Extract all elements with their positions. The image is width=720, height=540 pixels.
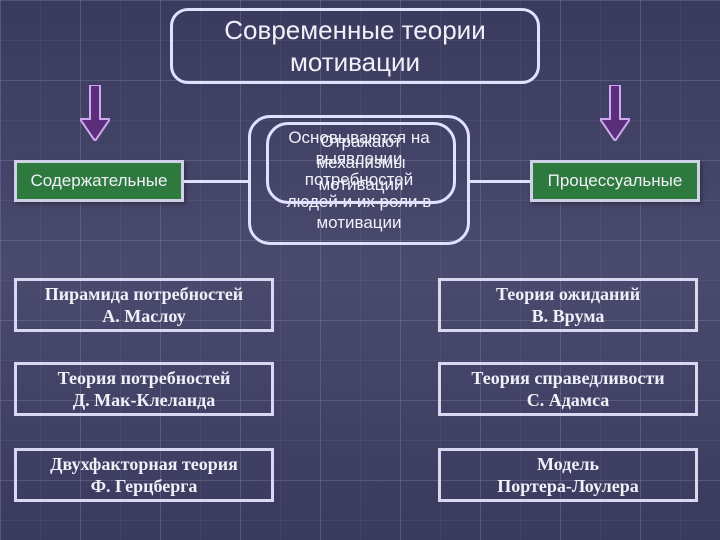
arrow-left-icon (80, 85, 110, 141)
connector-left (184, 180, 248, 183)
category-left: Содержательные (14, 160, 184, 202)
left-item-3: Двухфакторная теория Ф. Герцберга (14, 448, 274, 502)
category-right: Процессуальные (530, 160, 700, 202)
category-right-description: Отражают механизмы мотивации (266, 122, 456, 204)
diagram-title: Современные теории мотивации (170, 8, 540, 84)
right-item-2: Теория справедливости С. Адамса (438, 362, 698, 416)
connector-right (470, 180, 530, 183)
left-item-1: Пирамида потребностей А. Маслоу (14, 278, 274, 332)
arrow-right-icon (600, 85, 630, 141)
right-item-3: Модель Портера-Лоулера (438, 448, 698, 502)
left-item-2: Теория потребностей Д. Мак-Клеланда (14, 362, 274, 416)
right-item-1: Теория ожиданий В. Врума (438, 278, 698, 332)
